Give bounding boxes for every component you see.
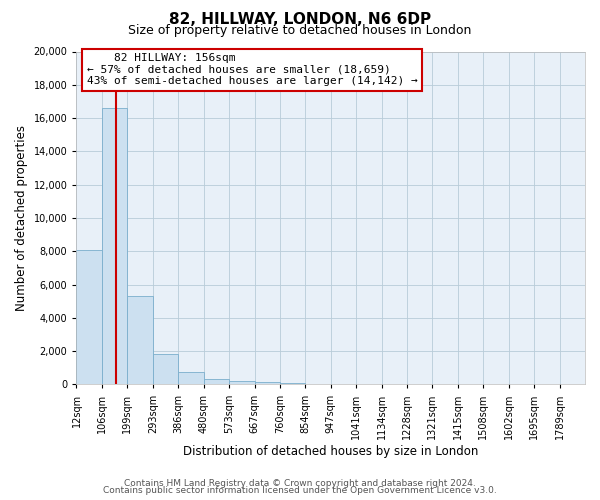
Bar <box>102 108 127 384</box>
Bar <box>153 354 178 384</box>
Bar <box>178 372 204 384</box>
Text: Size of property relative to detached houses in London: Size of property relative to detached ho… <box>128 24 472 37</box>
X-axis label: Distribution of detached houses by size in London: Distribution of detached houses by size … <box>183 444 478 458</box>
Text: 82 HILLWAY: 156sqm
← 57% of detached houses are smaller (18,659)
43% of semi-det: 82 HILLWAY: 156sqm ← 57% of detached hou… <box>86 53 418 86</box>
Text: Contains public sector information licensed under the Open Government Licence v3: Contains public sector information licen… <box>103 486 497 495</box>
Bar <box>254 382 280 384</box>
Text: 82, HILLWAY, LONDON, N6 6DP: 82, HILLWAY, LONDON, N6 6DP <box>169 12 431 28</box>
Text: Contains HM Land Registry data © Crown copyright and database right 2024.: Contains HM Land Registry data © Crown c… <box>124 478 476 488</box>
Y-axis label: Number of detached properties: Number of detached properties <box>15 125 28 311</box>
Bar <box>229 382 254 384</box>
Bar <box>280 382 305 384</box>
Bar <box>127 296 153 384</box>
Bar <box>204 380 229 384</box>
Bar <box>76 250 102 384</box>
